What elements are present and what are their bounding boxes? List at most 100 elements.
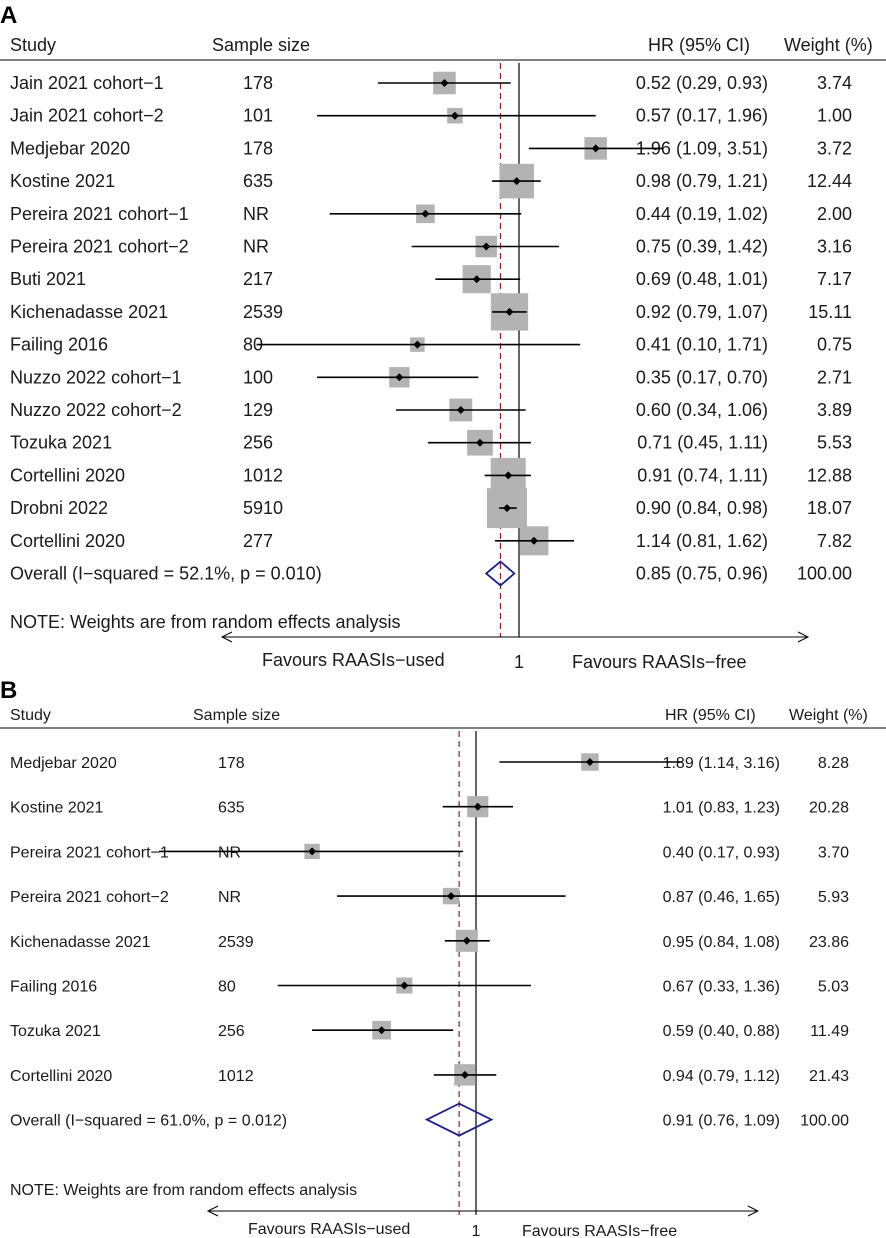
panel-a-hr-ci: 0.92 (0.79, 1.07) (636, 302, 768, 322)
panel-a-sample-size: 129 (243, 400, 273, 420)
panel-a-header-sample-size: Sample size (212, 35, 310, 55)
panel-a-study-label: Pereira 2021 cohort−2 (10, 237, 189, 257)
panel-b-overall-weight: 100.00 (800, 1113, 849, 1130)
panel-b-weight: 23.86 (809, 934, 849, 951)
panel-a-point-estimate (591, 144, 600, 153)
panel-a-sample-size: 1012 (243, 465, 283, 485)
panel-b-study-label: Kostine 2021 (10, 800, 104, 817)
panel-b-arrow-right (747, 1205, 760, 1217)
panel-a-rows: Jain 2021 cohort−1 178 0.52 (0.29, 0.93) 3.… (10, 73, 852, 584)
panel-b-point-estimate (308, 847, 317, 856)
panel-b-hr-ci: 0.40 (0.17, 0.93) (663, 844, 780, 861)
panel-a-point-estimate (512, 177, 521, 186)
panel-a-hr-ci: 0.71 (0.45, 1.11) (637, 433, 768, 453)
panel-a-study-label: Nuzzo 2022 cohort−1 (10, 367, 182, 387)
panel-a-point-estimate (505, 307, 514, 316)
panel-b-sample-size: 256 (218, 1023, 245, 1040)
panel-b-sample-size: 2539 (218, 934, 254, 951)
panel-a-hr-ci: 0.75 (0.39, 1.42) (636, 237, 768, 257)
panel-a-sample-size: 178 (243, 73, 273, 93)
panel-b-study-label: Tozuka 2021 (10, 1023, 101, 1040)
panel-b-arrow-left (206, 1205, 219, 1217)
panel-b-sample-size: 80 (218, 979, 236, 996)
panel-b-point-estimate (585, 758, 594, 766)
panel-b-study-label: Failing 2016 (10, 979, 97, 996)
panel-b-sample-size: 1012 (218, 1068, 254, 1085)
panel-a-sample-size: 5910 (243, 498, 283, 518)
panel-a-weight: 7.17 (817, 269, 852, 289)
panel-b-overall-label: Overall (I−squared = 61.0%, p = 0.012) (10, 1113, 287, 1130)
panel-b-study-label: Pereira 2021 cohort−1 (10, 844, 169, 861)
panel-a-study-label: Medjebar 2020 (10, 138, 130, 158)
panel-a-study-label: Jain 2021 cohort−1 (10, 73, 164, 93)
panel-b-weight: 11.49 (810, 1023, 849, 1040)
panel-a-sample-size: NR (243, 237, 269, 257)
panel-a-favours-left: Favours RAASIs−used (262, 650, 445, 670)
panel-a-favours-right: Favours RAASIs−free (572, 652, 747, 672)
panel-a-sample-size: 217 (243, 269, 273, 289)
panel-b-weight: 5.03 (818, 979, 849, 996)
panel-a-sample-size: 635 (243, 171, 273, 191)
panel-a-point-estimate (475, 438, 484, 447)
panel-a-arrow-left (220, 631, 233, 643)
panel-a-null-tick-label: 1 (514, 652, 524, 672)
panel-a-study-label: Cortellini 2020 (10, 531, 125, 551)
panel-a-point-estimate (421, 209, 430, 218)
panel-a-sample-size: 2539 (243, 302, 283, 322)
panel-a-hr-ci: 0.69 (0.48, 1.01) (636, 269, 768, 289)
panel-a-hr-ci: 1.96 (1.09, 3.51) (636, 138, 768, 158)
panel-b-favours-left: Favours RAASIs−used (248, 1221, 410, 1238)
panel-a-study-label: Kostine 2021 (10, 171, 115, 191)
panel-b-point-estimate (460, 1070, 469, 1079)
panel-a-weight: 5.53 (817, 433, 852, 453)
panel-a-header-weight: Weight (%) (784, 35, 873, 55)
panel-a-overall-hr-ci: 0.85 (0.75, 0.96) (636, 564, 768, 584)
panel-a-study-label: Jain 2021 cohort−2 (10, 106, 164, 126)
panel-a-weight: 15.11 (808, 302, 852, 322)
panel-b-sample-size: 178 (218, 755, 245, 772)
panel-b-point-estimate (447, 892, 456, 901)
panel-a-sample-size: NR (243, 204, 269, 224)
panel-b-weight: 21.43 (809, 1068, 849, 1085)
panel-b-overall-diamond (424, 1102, 494, 1137)
panel-a-study-label: Tozuka 2021 (10, 433, 112, 453)
panel-b-study-label: Pereira 2021 cohort−2 (10, 889, 169, 906)
panel-a-sample-size: 80 (243, 335, 263, 355)
panel-a-point-estimate (440, 79, 449, 87)
panel-b-point-estimate (377, 1026, 386, 1035)
panel-b-plot-area (159, 731, 682, 1215)
panel-a-sample-size: 100 (243, 367, 273, 387)
panel-b-study-label: Medjebar 2020 (10, 755, 117, 772)
panel-a-point-estimate (450, 111, 459, 120)
panel-b-header-study: Study (10, 707, 51, 724)
panel-a-hr-ci: 0.60 (0.34, 1.06) (636, 400, 768, 420)
panel-a-study-label: Kichenadasse 2021 (10, 302, 168, 322)
panel-b-point-estimate (462, 936, 471, 945)
panel-a-hr-ci: 0.44 (0.19, 1.02) (636, 204, 768, 224)
panel-a-overall-label: Overall (I−squared = 52.1%, p = 0.010) (10, 564, 322, 584)
panel-a-label: A (0, 2, 17, 29)
panel-b-sample-size: 635 (218, 800, 245, 817)
panel-b-header-sample-size: Sample size (193, 707, 280, 724)
panel-a-overall-weight: 100.00 (797, 564, 852, 584)
panel-b-weight: 5.93 (818, 889, 849, 906)
panel-a-hr-ci: 0.90 (0.84, 0.98) (636, 498, 768, 518)
panel-a-overall-diamond (484, 560, 516, 587)
panel-a-point-estimate (502, 504, 511, 513)
panel-a-sample-size: 178 (243, 138, 273, 158)
panel-b-overall-hr-ci: 0.91 (0.76, 1.09) (663, 1113, 780, 1130)
panel-a-sample-size: 277 (243, 531, 273, 551)
panel-a-weight: 18.07 (807, 498, 852, 518)
panel-b-hr-ci: 0.87 (0.46, 1.65) (663, 889, 780, 906)
panel-b-weight: 20.28 (809, 800, 849, 817)
panel-a-weight: 12.44 (807, 171, 852, 191)
panel-a-header-hr: HR (95% CI) (648, 35, 750, 55)
panel-a-weight: 1.00 (817, 106, 852, 126)
panel-b-label: B (0, 677, 17, 704)
panel-a-weight: 2.71 (817, 367, 852, 387)
panel-a-study-label: Drobni 2022 (10, 498, 108, 518)
panel-a-header-study: Study (10, 35, 56, 55)
panel-a-hr-ci: 0.35 (0.17, 0.70) (636, 367, 768, 387)
panel-b-point-estimate (473, 802, 482, 811)
